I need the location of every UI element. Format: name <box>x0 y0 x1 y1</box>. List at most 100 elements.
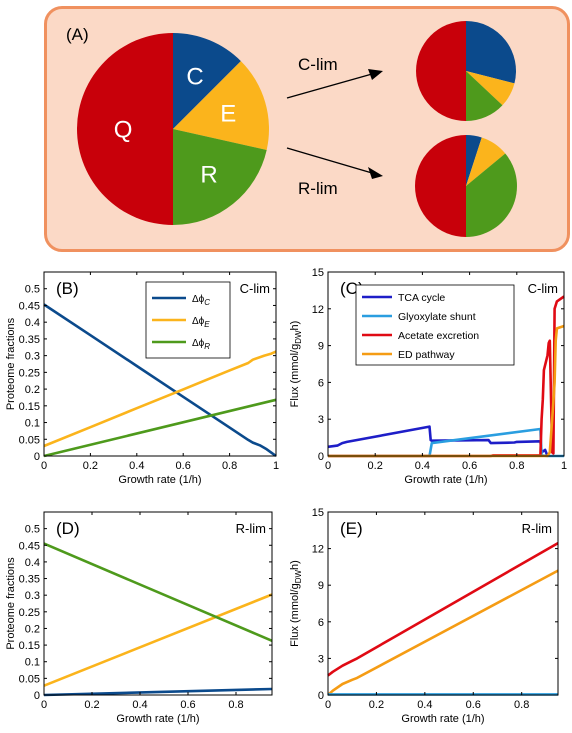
chart-e-xtick-label: 0.2 <box>369 699 384 711</box>
chart-e-corner-label: R-lim <box>522 521 552 536</box>
chart-e-ytick-label: 3 <box>318 653 324 665</box>
main-pie-slice-r <box>173 129 267 225</box>
rlim-arrow <box>286 147 383 179</box>
chart-d-frame <box>43 511 273 696</box>
chart-c-legend <box>355 284 515 366</box>
chart-c-ytick-label: 0 <box>318 451 324 463</box>
chart-d-ylabel: Proteome fractions <box>5 557 17 650</box>
panel-a-pies: (A) CE R Q C-lim R-lim <box>66 21 518 237</box>
clim-pie <box>416 21 516 121</box>
main-pie-label-e: E <box>220 101 236 128</box>
chart-b-frame <box>43 271 277 457</box>
main-pie-label-q: Q <box>114 117 133 144</box>
clim-pie-slice-c <box>466 21 516 84</box>
rlim-pie-slice-c <box>466 135 482 186</box>
chart-d-panel-label: (D) <box>56 519 80 538</box>
chart-e-ytick-label: 15 <box>312 507 324 519</box>
chart-b-xlabel: Growth rate (1/h) <box>118 474 201 486</box>
chart-e-ytick-label: 12 <box>312 544 324 556</box>
main-pie-slice-q <box>77 33 173 225</box>
chart-e: 0 0.2 0.4 0.6 0.8 0 3 6 9 12 15 Growth rate (1/h) Fl… <box>289 507 559 725</box>
chart-d-series-2 <box>43 542 273 642</box>
chart-e-panel-label: (E) <box>340 519 363 538</box>
chart-d-xtick-label: 0.6 <box>180 699 195 711</box>
clim-pie-slice-r <box>466 71 503 121</box>
chart-c-series-3 <box>328 324 565 458</box>
chart-b-ytick-label: 0.3 <box>25 351 40 363</box>
main-pie-label-r: R <box>200 162 217 189</box>
chart-d-ytick-label: 0.3 <box>25 590 40 602</box>
clim-arrow-label: C-lim <box>298 55 338 74</box>
chart-d-xtick-label: 0.2 <box>84 699 99 711</box>
clim-arrow <box>286 69 383 99</box>
rlim-arrow-label: R-lim <box>298 179 338 198</box>
chart-e-xlabel: Growth rate (1/h) <box>401 713 484 725</box>
chart-d-ytick-label: 0.2 <box>25 623 40 635</box>
chart-c-ytick-label: 9 <box>318 341 324 353</box>
chart-b-ytick-label: 0.25 <box>19 367 40 379</box>
chart-d-ytick-label: 0.1 <box>25 657 40 669</box>
chart-c-ytick-label: 12 <box>312 304 324 316</box>
chart-e-xtick-label: 0.8 <box>514 699 529 711</box>
chart-b-panel-label: (B) <box>56 279 79 298</box>
chart-b-xtick-label: 0.8 <box>222 460 237 472</box>
chart-d-ytick-label: 0.35 <box>19 574 40 586</box>
chart-b-xtick-label: 1 <box>273 460 279 472</box>
chart-d-series-1 <box>43 593 273 687</box>
chart-b-ytick-label: 0.1 <box>25 418 40 430</box>
chart-e-xtick-label: 0.6 <box>466 699 481 711</box>
chart-e-ytick-label: 0 <box>318 690 324 702</box>
chart-d-ytick-label: 0.15 <box>19 640 40 652</box>
chart-d-xtick-label: 0 <box>41 699 47 711</box>
chart-b-ytick-label: 0.45 <box>19 300 40 312</box>
chart-b-ylabel: Proteome fractions <box>5 317 17 410</box>
chart-b-ytick-label: 0.2 <box>25 384 40 396</box>
chart-b-legend-label-2: ΔϕR <box>192 338 210 351</box>
chart-b-ytick-label: 0.5 <box>25 284 40 296</box>
chart-c-ylabel: Flux (mmol/gDWh) <box>289 321 303 408</box>
chart-c: 0 0.2 0.4 0.6 0.8 1 0 3 6 9 12 15 Growth rate (1/h) F… <box>289 267 567 486</box>
main-pie-slice-e <box>173 61 269 150</box>
chart-e-series-0 <box>327 541 559 677</box>
rlim-pie-slice-e <box>466 137 506 186</box>
clim-pie-slice-e <box>466 71 515 106</box>
main-pie: CE R Q <box>77 33 269 225</box>
chart-d-ytick-label: 0.05 <box>19 673 40 685</box>
chart-d-ytick-label: 0.4 <box>25 557 40 569</box>
chart-c-ytick-label: 3 <box>318 414 324 426</box>
clim-pie-slice-q <box>416 21 466 121</box>
rlim-pie-slice-q <box>415 135 466 237</box>
chart-e-ytick-label: 9 <box>318 580 324 592</box>
chart-e-xtick-label: 0 <box>325 699 331 711</box>
chart-c-legend-label-2: Acetate excretion <box>398 330 479 342</box>
chart-d-xtick-label: 0.8 <box>228 699 243 711</box>
main-pie-slice-c <box>173 33 241 129</box>
chart-b-xtick-label: 0.4 <box>129 460 144 472</box>
chart-d-ytick-label: 0.5 <box>25 524 40 536</box>
chart-b-corner-label: C-lim <box>240 281 270 296</box>
chart-d: 0 0.2 0.4 0.6 0.8 0 0.05 0.1 0.15 0.2 0.25 0.3 0.35 0… <box>5 511 273 725</box>
chart-c-legend-label-1: Glyoxylate shunt <box>398 311 476 323</box>
chart-c-frame <box>327 271 565 457</box>
chart-c-ytick-label: 15 <box>312 267 324 279</box>
chart-c-legend-label-3: ED pathway <box>398 349 455 361</box>
chart-c-xtick-label: 0.6 <box>462 460 477 472</box>
chart-b-ytick-label: 0.4 <box>25 317 40 329</box>
chart-e-xtick-label: 0.4 <box>417 699 432 711</box>
chart-c-xlabel: Growth rate (1/h) <box>404 474 487 486</box>
chart-c-corner-label: C-lim <box>528 281 558 296</box>
main-pie-label-c: C <box>186 63 203 90</box>
chart-e-ytick-label: 6 <box>318 617 324 629</box>
chart-e-frame <box>327 511 559 696</box>
rlim-pie-slice-r <box>466 153 518 237</box>
chart-c-legend-label-0: TCA cycle <box>398 292 445 304</box>
chart-b-series-2 <box>43 398 277 458</box>
chart-c-xtick-label: 0 <box>325 460 331 472</box>
chart-c-xtick-label: 1 <box>561 460 567 472</box>
chart-b-legend-label-0: ΔϕC <box>192 294 210 307</box>
chart-b-xtick-label: 0.2 <box>83 460 98 472</box>
chart-d-ytick-label: 0.25 <box>19 607 40 619</box>
panel-a-label: (A) <box>66 25 89 44</box>
chart-b-ytick-label: 0.05 <box>19 434 40 446</box>
chart-e-series-1 <box>327 569 559 696</box>
